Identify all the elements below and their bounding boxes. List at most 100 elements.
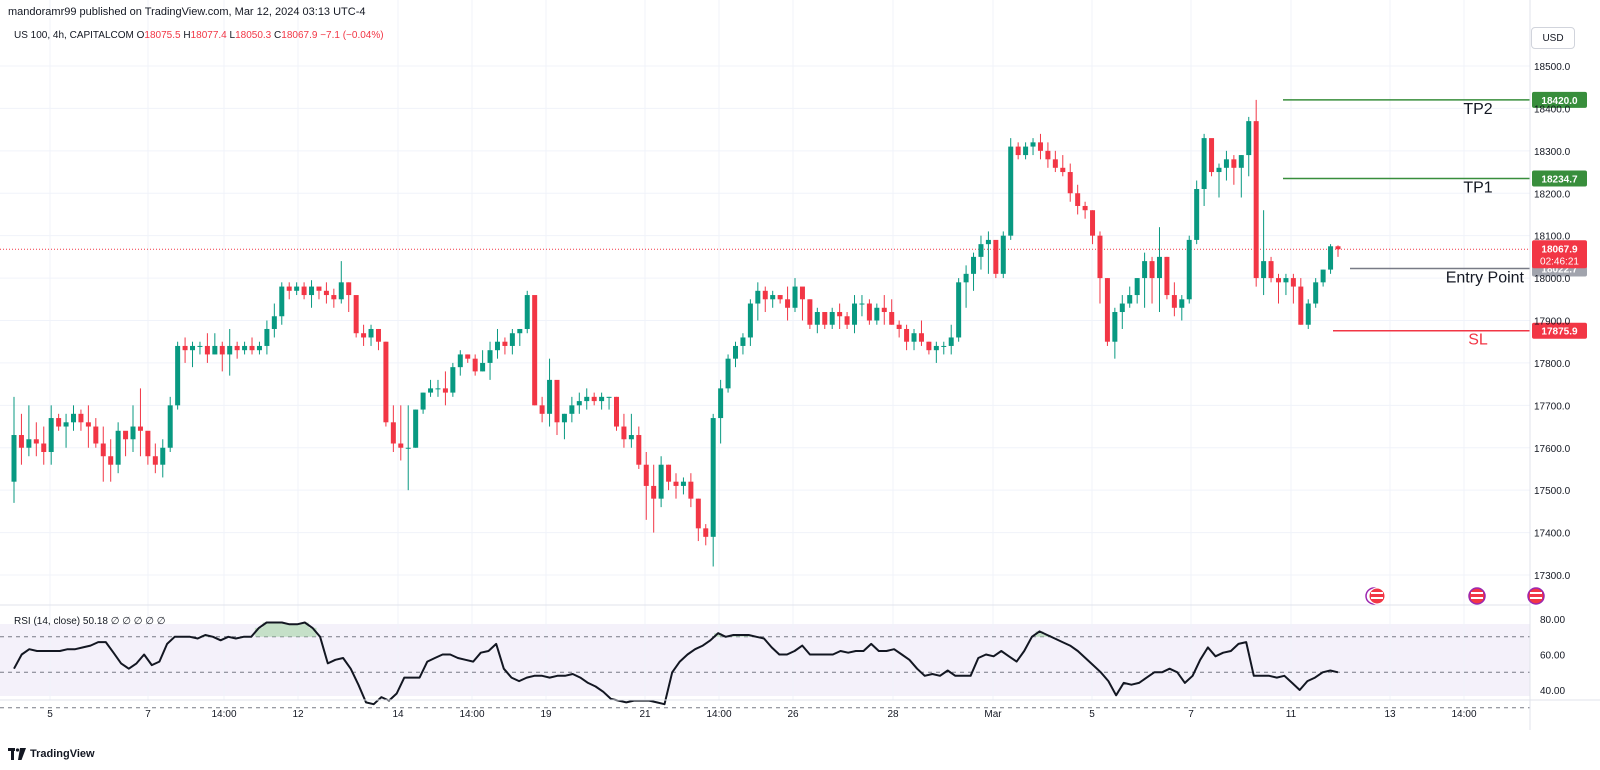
candle[interactable] <box>1313 278 1319 308</box>
event-icon-us-flag[interactable] <box>1365 587 1386 605</box>
candle[interactable] <box>554 379 560 436</box>
candle[interactable] <box>896 320 902 338</box>
candle[interactable] <box>428 379 434 397</box>
candle[interactable] <box>1119 295 1125 329</box>
candle[interactable] <box>532 295 538 406</box>
candle[interactable] <box>725 354 731 393</box>
candle[interactable] <box>889 299 895 325</box>
candle[interactable] <box>353 295 359 338</box>
candle[interactable] <box>1328 244 1334 274</box>
candle[interactable] <box>985 231 991 274</box>
candle[interactable] <box>465 354 471 363</box>
candle[interactable] <box>450 362 456 397</box>
candle[interactable] <box>926 341 932 355</box>
candle[interactable] <box>33 422 39 457</box>
candle[interactable] <box>1037 133 1043 160</box>
candle[interactable] <box>1275 273 1281 304</box>
candle[interactable] <box>1164 256 1170 300</box>
symbol-legend[interactable]: US 100, 4h, CAPITALCOM O18075.5 H18077.4… <box>14 30 384 41</box>
candle[interactable] <box>227 328 233 376</box>
candle[interactable] <box>56 413 62 431</box>
candle[interactable] <box>78 409 84 431</box>
candle[interactable] <box>1082 201 1088 219</box>
candle[interactable] <box>271 303 277 338</box>
candle[interactable] <box>368 324 374 346</box>
rsi-axis[interactable]: 80.00 60.00 40.00 <box>1540 615 1565 697</box>
candle[interactable] <box>93 418 99 448</box>
candle[interactable] <box>628 413 634 448</box>
candle[interactable] <box>978 235 984 270</box>
candle[interactable] <box>1052 150 1058 173</box>
candle[interactable] <box>1238 155 1244 198</box>
candle[interactable] <box>41 426 47 465</box>
candle[interactable] <box>733 341 739 368</box>
candle[interactable] <box>576 392 582 414</box>
candle[interactable] <box>182 337 188 363</box>
candle[interactable] <box>785 286 791 321</box>
candle[interactable] <box>18 413 24 465</box>
candle[interactable] <box>673 473 679 499</box>
candle[interactable] <box>747 299 753 346</box>
price-tag[interactable] <box>1532 322 1587 339</box>
candle[interactable] <box>442 371 448 406</box>
candle[interactable] <box>606 396 612 410</box>
candle[interactable] <box>799 286 805 321</box>
candle[interactable] <box>941 341 947 355</box>
price-axis[interactable]: 18500.0 18400.0 18300.0 18200.0 18100.0 18000… <box>1532 62 1587 582</box>
candle[interactable] <box>740 333 746 355</box>
candle[interactable] <box>85 405 91 448</box>
candle[interactable] <box>234 341 240 359</box>
rsi-legend-title[interactable]: RSI (14, close) <box>14 616 81 627</box>
candle[interactable] <box>792 278 798 313</box>
candle[interactable] <box>918 320 924 346</box>
candle[interactable] <box>115 422 121 474</box>
candle[interactable] <box>695 498 701 542</box>
candle[interactable] <box>1023 142 1029 160</box>
candle[interactable] <box>1067 163 1073 202</box>
candle[interactable] <box>948 324 954 355</box>
candle[interactable] <box>852 295 858 334</box>
candle[interactable] <box>242 341 248 355</box>
candle[interactable] <box>1186 235 1192 304</box>
candle[interactable] <box>212 333 218 355</box>
candle[interactable] <box>539 396 545 423</box>
candle[interactable] <box>100 426 106 482</box>
candle[interactable] <box>48 405 54 465</box>
candle[interactable] <box>822 312 828 329</box>
candle[interactable] <box>175 341 181 410</box>
candle[interactable] <box>1261 210 1267 296</box>
candle[interactable] <box>1209 138 1215 177</box>
candle[interactable] <box>346 282 352 313</box>
candle[interactable] <box>770 290 776 308</box>
candle[interactable] <box>866 299 872 325</box>
price-tag[interactable] <box>1532 91 1587 108</box>
candle[interactable] <box>294 282 300 296</box>
candle[interactable] <box>331 288 337 308</box>
candle[interactable] <box>688 473 694 508</box>
candle[interactable] <box>361 324 367 346</box>
candle[interactable] <box>405 405 411 491</box>
candle[interactable] <box>755 282 761 321</box>
candle[interactable] <box>1231 155 1237 185</box>
candle[interactable] <box>584 388 590 410</box>
candle[interactable] <box>309 280 315 308</box>
candle[interactable] <box>547 358 553 427</box>
candle[interactable] <box>145 430 151 465</box>
candle[interactable] <box>1179 295 1185 321</box>
candle[interactable] <box>524 290 530 334</box>
candle[interactable] <box>301 282 307 300</box>
candle[interactable] <box>1149 256 1155 304</box>
candle[interactable] <box>11 396 17 503</box>
candle[interactable] <box>487 341 493 380</box>
candle[interactable] <box>1283 273 1289 296</box>
candle[interactable] <box>680 477 686 495</box>
price-levels[interactable]: TP2 18420.0 TP1 18234.7 Entry Point 18022.7 SL… <box>1283 91 1587 349</box>
candle[interactable] <box>264 320 270 355</box>
candle[interactable] <box>971 252 977 291</box>
candle[interactable] <box>256 341 262 355</box>
candle[interactable] <box>963 265 969 308</box>
candle[interactable] <box>651 464 657 533</box>
rsi-legend[interactable]: RSI (14, close) 50.18 ∅ ∅ ∅ ∅ ∅ <box>14 616 165 627</box>
candle[interactable] <box>718 379 724 444</box>
candle[interactable] <box>1335 245 1341 257</box>
